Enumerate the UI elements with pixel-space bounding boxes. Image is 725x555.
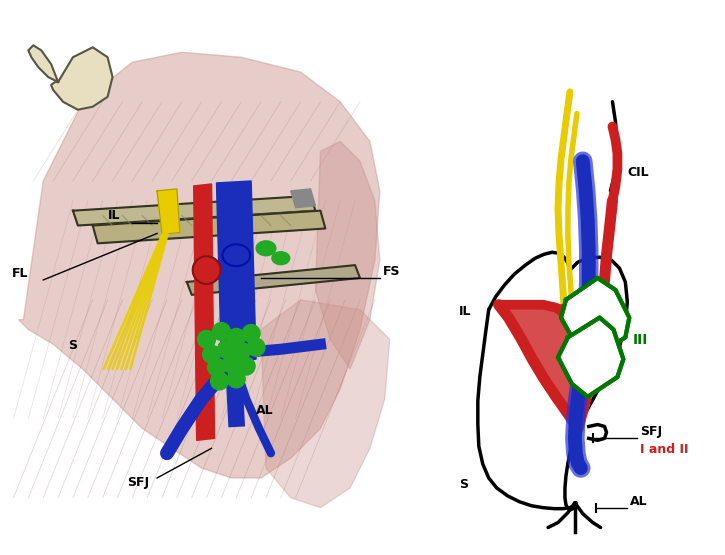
Polygon shape xyxy=(18,52,380,478)
Circle shape xyxy=(198,330,215,349)
Text: IL: IL xyxy=(107,209,120,221)
Circle shape xyxy=(210,372,228,390)
Text: FS: FS xyxy=(383,265,400,278)
Polygon shape xyxy=(291,189,315,208)
Text: AL: AL xyxy=(630,495,648,508)
Polygon shape xyxy=(28,46,58,82)
Polygon shape xyxy=(478,253,627,509)
Circle shape xyxy=(193,256,220,284)
Text: S: S xyxy=(68,339,77,352)
Text: S: S xyxy=(459,478,468,491)
Text: CIL: CIL xyxy=(627,166,649,179)
Circle shape xyxy=(228,329,245,346)
Ellipse shape xyxy=(272,252,290,265)
Circle shape xyxy=(247,339,265,356)
Polygon shape xyxy=(194,184,215,440)
Text: SFJ: SFJ xyxy=(640,425,663,438)
Polygon shape xyxy=(187,265,360,295)
Ellipse shape xyxy=(256,241,276,256)
Text: SFJ: SFJ xyxy=(128,476,149,489)
Polygon shape xyxy=(157,189,180,234)
Text: IL: IL xyxy=(459,305,471,317)
Circle shape xyxy=(202,345,220,363)
Polygon shape xyxy=(558,317,624,397)
Polygon shape xyxy=(561,278,629,357)
Polygon shape xyxy=(217,181,256,361)
Polygon shape xyxy=(261,300,390,508)
Circle shape xyxy=(218,340,236,358)
Circle shape xyxy=(228,370,245,388)
Text: III: III xyxy=(632,334,647,347)
Circle shape xyxy=(223,355,240,373)
Text: FL: FL xyxy=(12,267,28,280)
Text: I and II: I and II xyxy=(640,443,689,456)
Polygon shape xyxy=(73,196,315,225)
Polygon shape xyxy=(499,305,602,428)
Polygon shape xyxy=(51,47,112,110)
Text: AL: AL xyxy=(256,403,274,417)
Polygon shape xyxy=(315,142,380,369)
Circle shape xyxy=(237,357,255,375)
Circle shape xyxy=(207,358,225,376)
Polygon shape xyxy=(93,211,326,243)
Ellipse shape xyxy=(223,244,250,266)
Circle shape xyxy=(232,342,250,360)
Circle shape xyxy=(212,322,231,340)
Circle shape xyxy=(242,325,260,342)
